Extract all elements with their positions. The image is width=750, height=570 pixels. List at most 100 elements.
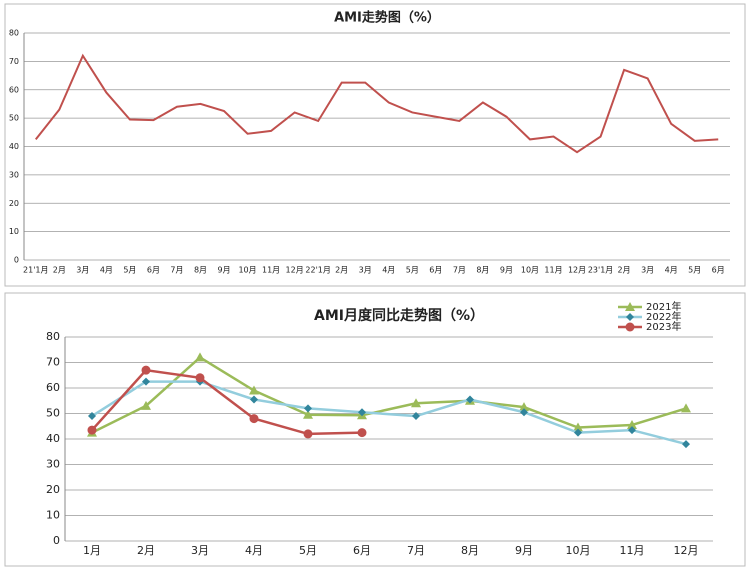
y-tick-label: 40 (46, 432, 60, 445)
marker (250, 395, 258, 404)
x-tick-label: 7月 (453, 266, 466, 275)
x-tick-label: 7月 (170, 266, 183, 275)
x-tick-label: 8月 (476, 266, 489, 275)
x-tick-label: 3月 (359, 266, 372, 275)
x-tick-label: 4月 (665, 266, 678, 275)
x-tick-label: 6月 (429, 266, 442, 275)
x-tick-label: 4月 (382, 266, 395, 275)
marker (249, 414, 259, 424)
chart-title: AMI走势图（%） (334, 10, 440, 26)
y-tick-label: 10 (9, 227, 19, 236)
x-tick-label: 3月 (191, 544, 209, 557)
x-tick-label: 7月 (407, 544, 425, 557)
marker (573, 422, 583, 432)
x-tick-label: 5月 (123, 266, 136, 275)
marker (519, 402, 529, 412)
marker (303, 409, 313, 419)
marker (682, 440, 690, 449)
panel (4, 3, 746, 287)
x-tick-label: 11月 (544, 266, 562, 275)
legend-label: 2022年 (646, 310, 681, 323)
marker (681, 403, 691, 413)
marker (411, 398, 421, 408)
y-tick-label: 60 (9, 85, 19, 94)
marker (195, 373, 205, 383)
marker (141, 365, 151, 375)
x-tick-label: 5月 (406, 266, 419, 275)
x-tick-label: 2月 (618, 266, 631, 275)
x-tick-label: 12月 (674, 544, 699, 557)
x-tick-label: 9月 (217, 266, 230, 275)
x-tick-label: 10月 (521, 266, 539, 275)
marker (249, 385, 259, 395)
x-tick-label: 8月 (194, 266, 207, 275)
marker (627, 419, 637, 429)
y-tick-label: 50 (9, 114, 19, 123)
y-tick-label: 30 (46, 458, 60, 471)
y-tick-label: 70 (46, 356, 60, 369)
x-tick-label: 21'1月 (23, 266, 48, 275)
marker (304, 404, 312, 413)
chart-title: AMI月度同比走势图（%） (314, 307, 484, 324)
x-tick-label: 6月 (147, 266, 160, 275)
y-tick-label: 60 (46, 381, 60, 394)
y-tick-label: 0 (53, 534, 60, 547)
x-tick-label: 5月 (688, 266, 701, 275)
y-tick-label: 50 (46, 407, 60, 420)
series-line (91, 355, 687, 434)
x-tick-label: 10月 (566, 544, 591, 557)
y-tick-label: 80 (46, 330, 60, 343)
y-tick-label: 10 (46, 509, 60, 522)
marker (357, 428, 367, 438)
x-tick-label: 8月 (461, 544, 479, 557)
marker (520, 408, 528, 417)
y-tick-label: 30 (9, 170, 19, 179)
x-tick-label: 5月 (299, 544, 317, 557)
marker (142, 377, 150, 386)
y-tick-label: 80 (9, 29, 19, 38)
y-tick-label: 20 (46, 483, 60, 496)
marker (626, 313, 634, 321)
x-tick-label: 2月 (53, 266, 66, 275)
x-tick-label: 1月 (83, 544, 101, 557)
x-tick-label: 9月 (515, 544, 533, 557)
marker (303, 429, 313, 439)
x-tick-label: 11月 (620, 544, 645, 557)
series-line (91, 380, 687, 446)
marker (466, 395, 474, 404)
x-tick-label: 12月 (286, 266, 304, 275)
series-line (91, 368, 363, 436)
x-tick-label: 3月 (76, 266, 89, 275)
legend-label: 2021年 (646, 300, 681, 313)
x-tick-label: 4月 (100, 266, 113, 275)
marker (625, 302, 635, 311)
y-tick-label: 40 (9, 142, 19, 151)
marker (628, 426, 636, 435)
marker (87, 425, 97, 435)
marker (88, 412, 96, 421)
marker (141, 400, 151, 410)
y-tick-label: 20 (9, 199, 19, 208)
marker (358, 408, 366, 417)
x-tick-label: 23'1月 (588, 266, 613, 275)
y-tick-label: 70 (9, 57, 19, 66)
x-tick-label: 3月 (641, 266, 654, 275)
x-tick-label: 10月 (238, 266, 256, 275)
marker (574, 428, 582, 437)
marker (195, 352, 205, 362)
x-tick-label: 2月 (137, 544, 155, 557)
x-tick-label: 22'1月 (305, 266, 330, 275)
legend-label: 2023年 (646, 320, 681, 333)
x-tick-label: 4月 (245, 544, 263, 557)
x-tick-label: 6月 (353, 544, 371, 557)
marker (412, 412, 420, 421)
x-tick-label: 12月 (568, 266, 586, 275)
y-tick-label: 0 (14, 256, 19, 265)
x-tick-label: 9月 (500, 266, 513, 275)
x-tick-label: 2月 (335, 266, 348, 275)
marker (625, 322, 635, 332)
x-tick-label: 6月 (712, 266, 725, 275)
x-tick-label: 11月 (262, 266, 280, 275)
series-line (34, 53, 719, 154)
